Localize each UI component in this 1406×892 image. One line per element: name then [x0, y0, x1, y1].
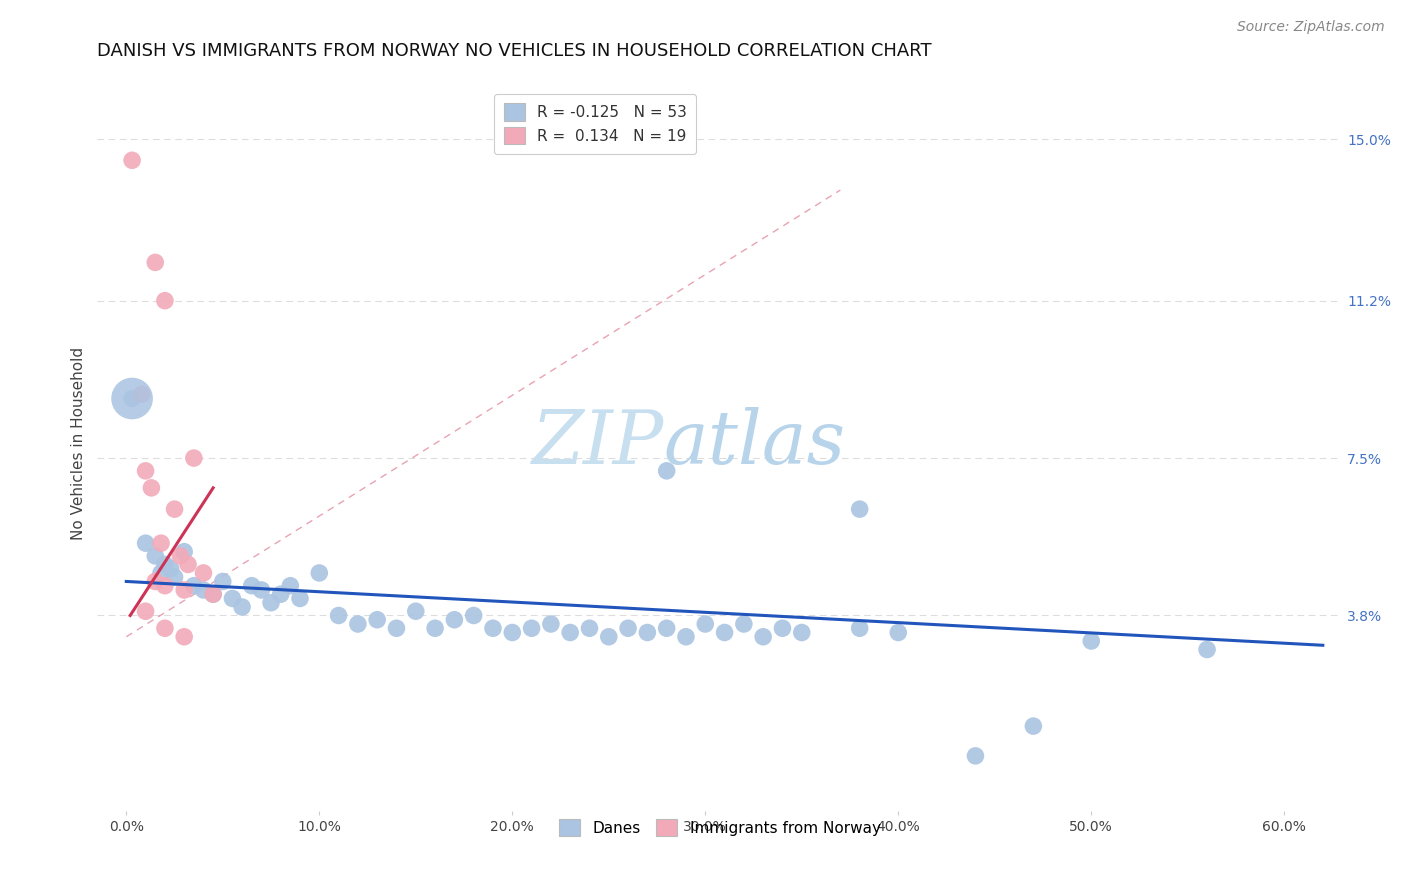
- Point: [135, 604, 157, 618]
- Point: [270, 587, 292, 601]
- Point: [578, 621, 600, 635]
- Point: [121, 392, 143, 406]
- Point: [150, 566, 173, 580]
- Point: [636, 625, 658, 640]
- Point: [193, 582, 215, 597]
- Point: [463, 608, 485, 623]
- Point: [211, 574, 233, 589]
- Point: [366, 613, 388, 627]
- Point: [153, 293, 176, 308]
- Point: [221, 591, 243, 606]
- Point: [143, 255, 166, 269]
- Point: [135, 464, 157, 478]
- Point: [752, 630, 775, 644]
- Point: [143, 549, 166, 563]
- Text: atlas: atlas: [664, 407, 846, 479]
- Point: [540, 617, 562, 632]
- Point: [1195, 642, 1218, 657]
- Point: [121, 153, 143, 168]
- Point: [250, 582, 273, 597]
- Point: [280, 579, 302, 593]
- Point: [405, 604, 427, 618]
- Point: [183, 579, 205, 593]
- Point: [193, 566, 215, 580]
- Point: [163, 502, 186, 516]
- Text: Source: ZipAtlas.com: Source: ZipAtlas.com: [1237, 20, 1385, 34]
- Point: [347, 617, 370, 632]
- Y-axis label: No Vehicles in Household: No Vehicles in Household: [72, 347, 86, 540]
- Point: [695, 617, 717, 632]
- Point: [443, 613, 465, 627]
- Point: [150, 536, 173, 550]
- Point: [131, 387, 153, 401]
- Point: [240, 579, 263, 593]
- Point: [617, 621, 640, 635]
- Point: [173, 544, 195, 558]
- Text: ZIP: ZIP: [531, 407, 664, 479]
- Point: [598, 630, 620, 644]
- Point: [501, 625, 523, 640]
- Point: [202, 587, 225, 601]
- Point: [675, 630, 697, 644]
- Point: [655, 621, 678, 635]
- Point: [1022, 719, 1045, 733]
- Point: [520, 621, 543, 635]
- Point: [655, 464, 678, 478]
- Point: [153, 558, 176, 572]
- Point: [231, 599, 253, 614]
- Point: [385, 621, 408, 635]
- Point: [790, 625, 813, 640]
- Point: [887, 625, 910, 640]
- Point: [183, 451, 205, 466]
- Point: [159, 562, 181, 576]
- Point: [713, 625, 735, 640]
- Point: [423, 621, 446, 635]
- Point: [141, 481, 163, 495]
- Point: [153, 579, 176, 593]
- Point: [202, 587, 225, 601]
- Legend: Danes, Immigrants from Norway: Danes, Immigrants from Norway: [551, 811, 889, 844]
- Text: DANISH VS IMMIGRANTS FROM NORWAY NO VEHICLES IN HOUSEHOLD CORRELATION CHART: DANISH VS IMMIGRANTS FROM NORWAY NO VEHI…: [97, 42, 932, 60]
- Point: [1080, 634, 1102, 648]
- Point: [177, 558, 200, 572]
- Point: [560, 625, 582, 640]
- Point: [121, 392, 143, 406]
- Point: [163, 570, 186, 584]
- Point: [260, 596, 283, 610]
- Point: [965, 748, 987, 763]
- Point: [848, 502, 870, 516]
- Point: [169, 549, 191, 563]
- Point: [135, 536, 157, 550]
- Point: [288, 591, 311, 606]
- Point: [308, 566, 330, 580]
- Point: [143, 574, 166, 589]
- Point: [482, 621, 505, 635]
- Point: [173, 582, 195, 597]
- Point: [173, 630, 195, 644]
- Point: [153, 621, 176, 635]
- Point: [328, 608, 350, 623]
- Point: [733, 617, 755, 632]
- Point: [848, 621, 870, 635]
- Point: [772, 621, 794, 635]
